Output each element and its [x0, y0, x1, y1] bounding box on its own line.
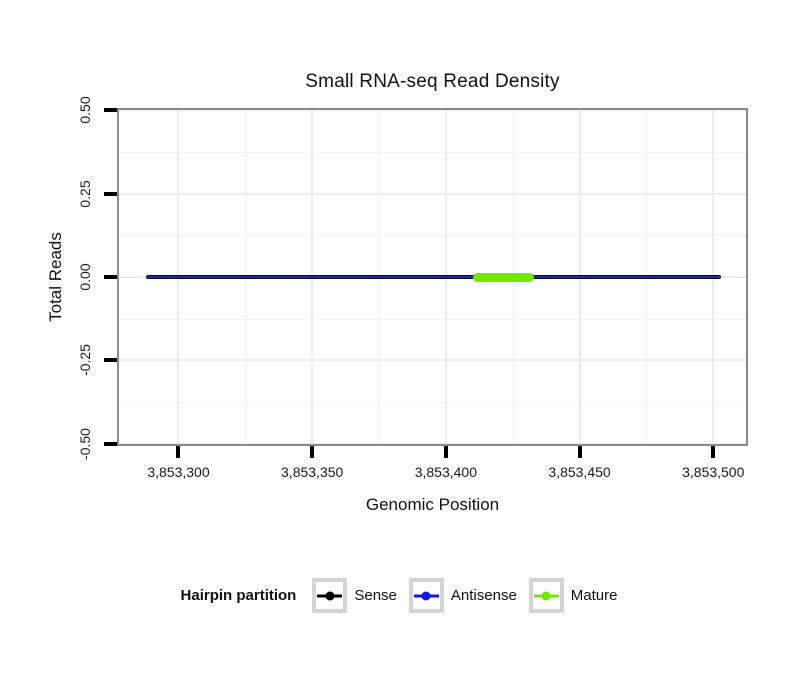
series-line-mature — [472, 272, 535, 282]
legend-key-dot — [325, 591, 335, 600]
x-tick-label: 3,853,450 — [548, 464, 611, 480]
legend-item-label: Mature — [570, 587, 618, 604]
x-tick — [577, 446, 582, 458]
gridline-y-major — [119, 192, 746, 195]
legend-key-box — [408, 578, 444, 613]
legend-item-sense: Sense — [312, 578, 397, 613]
gridline-y-major — [119, 359, 746, 362]
x-tick-label: 3,853,400 — [414, 464, 478, 480]
y-tick-label: 0.25 — [77, 179, 93, 208]
plot-area — [119, 110, 746, 444]
legend-key-dot — [541, 591, 551, 600]
y-tick — [104, 358, 117, 363]
x-tick-label: 3,853,350 — [281, 464, 344, 480]
x-tick — [711, 446, 716, 458]
x-tick — [443, 446, 448, 458]
legend-item-mature: Mature — [528, 578, 618, 613]
y-tick — [104, 441, 117, 446]
legend-title: Hairpin partition — [180, 587, 297, 604]
x-tick — [176, 446, 181, 458]
gridline-y-minor — [119, 235, 746, 237]
series-line-antisense — [146, 276, 722, 278]
legend-key-box — [528, 578, 564, 613]
plot-panel — [117, 108, 748, 446]
gridline-y-major — [119, 110, 746, 112]
gridline-y-major — [119, 442, 746, 444]
x-tick — [310, 446, 315, 458]
gridline-y-minor — [119, 318, 746, 320]
y-tick — [104, 275, 117, 279]
y-tick-label: 0.50 — [77, 96, 93, 124]
legend: Hairpin partition Sense Antisense Mature — [0, 578, 810, 613]
y-tick-label: -0.50 — [77, 428, 93, 460]
y-tick-label: -0.25 — [77, 344, 93, 377]
gridline-y-minor — [119, 402, 746, 404]
y-tick — [104, 108, 117, 112]
legend-items: Sense Antisense Mature — [312, 578, 629, 613]
legend-key-box — [312, 578, 348, 613]
legend-item-label: Antisense — [450, 587, 517, 604]
legend-key-dot — [421, 591, 431, 600]
chart-title: Small RNA-seq Read Density — [305, 71, 560, 92]
y-tick — [104, 191, 117, 196]
legend-item-antisense: Antisense — [408, 578, 517, 613]
gridline-y-minor — [119, 151, 746, 153]
x-tick-label: 3,853,500 — [682, 464, 745, 480]
y-axis-title: Total Reads — [46, 232, 65, 322]
legend-item-label: Sense — [354, 587, 397, 604]
x-axis-title: Genomic Position — [365, 495, 500, 514]
y-tick-label: 0.00 — [77, 263, 93, 291]
x-tick-label: 3,853,300 — [147, 464, 210, 480]
